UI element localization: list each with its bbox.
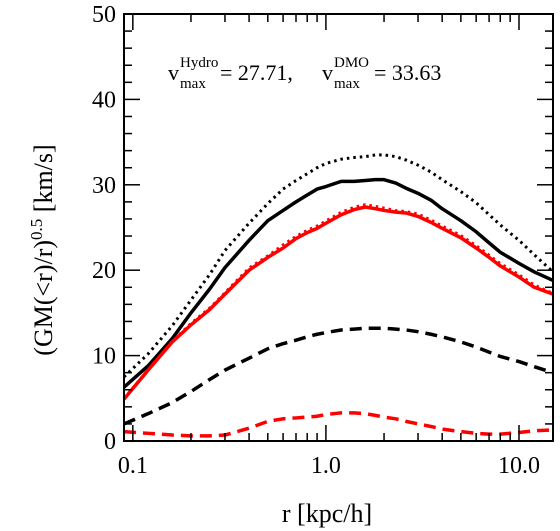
series-line-2: [122, 177, 554, 389]
y-tick-label: 40: [92, 87, 116, 113]
y-axis-title-exponent: 0.5: [27, 219, 46, 240]
y-tick-label: 50: [92, 2, 116, 28]
vmax-dmo-value: = 33.63: [374, 60, 441, 85]
x-tick-label: 10.0: [498, 453, 540, 479]
vmax-hydro-symbol: v: [168, 60, 179, 85]
y-tick-label: 20: [92, 258, 116, 284]
x-tick-label: 1.0: [311, 453, 341, 479]
axis-tick-labels: 0 10 20 30 40 50 0.1 1.0 10.0: [92, 2, 540, 479]
x-axis-title: r [kpc/h]: [282, 499, 372, 528]
vmax-dmo-symbol: v: [322, 60, 333, 85]
y-tick-label: 0: [104, 429, 116, 455]
vmax-dmo-subscript: max: [334, 76, 360, 92]
series-line-3: [123, 326, 554, 426]
vmax-hydro-subscript: max: [180, 76, 206, 92]
series-line-1: [122, 153, 555, 379]
y-axis-title: (GM(<r)/r)0.5 [km/s]: [27, 144, 58, 355]
x-tick-label: 0.1: [118, 453, 148, 479]
plot-frame: [123, 13, 554, 442]
series-line-6: [123, 411, 554, 438]
series-line-5: [122, 205, 554, 401]
vmax-annotation: v Hydro max = 27.71, v DMO max = 33.63: [168, 55, 441, 92]
series-lines: [122, 153, 555, 438]
y-tick-label: 30: [92, 173, 116, 199]
y-tick-label: 10: [92, 344, 116, 370]
vmax-dmo-superscript: DMO: [334, 55, 369, 71]
vmax-hydro-value: = 27.71,: [220, 60, 293, 85]
y-axis-title-unit: [km/s]: [29, 144, 58, 218]
y-axis-title-main: (GM(<r)/r): [29, 240, 58, 356]
vmax-hydro-superscript: Hydro: [180, 55, 218, 71]
